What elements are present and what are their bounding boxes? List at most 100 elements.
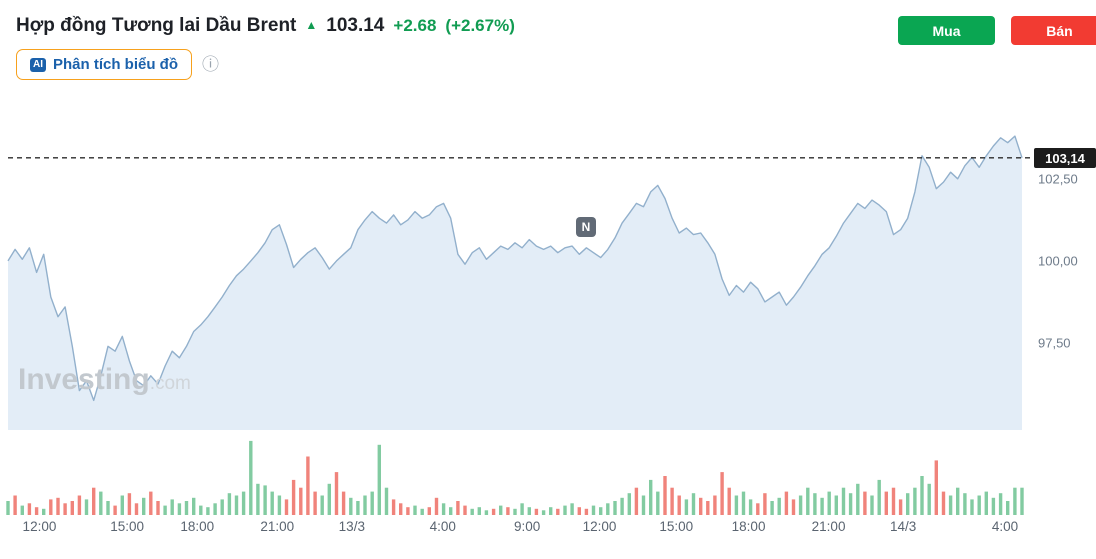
volume-bar	[84, 499, 89, 515]
volume-bar	[456, 501, 460, 515]
volume-bar	[834, 495, 838, 515]
volume-bar	[663, 476, 667, 515]
volume-bar	[934, 460, 938, 515]
price-chart[interactable]: 102,50 100,00 97,50 Investing.com 103,14 N…	[0, 95, 1096, 559]
ai-analyze-button[interactable]: AI Phân tích biểu đồ	[16, 49, 193, 80]
volume-bar	[741, 491, 746, 515]
volume-bar	[877, 479, 881, 515]
volume-bar	[656, 491, 660, 515]
x-axis-label: 4:00	[429, 519, 456, 534]
volume-bar	[313, 491, 317, 515]
x-axis-label: 4:00	[991, 519, 1019, 534]
volume-bar	[77, 495, 82, 515]
volume-bar	[956, 487, 960, 515]
x-axis-label: 15:00	[659, 519, 694, 534]
x-axis-label: 15:00	[110, 519, 145, 534]
volume-bar	[142, 497, 146, 515]
chart-canvas[interactable]: 102,50 100,00 97,50	[0, 95, 1096, 520]
x-axis-label: 13/3	[338, 519, 365, 534]
volume-bar	[270, 491, 274, 515]
volume-bar	[963, 493, 967, 515]
volume-bar	[349, 497, 353, 515]
price-change: +2.68	[393, 16, 437, 35]
volume-bar	[906, 493, 910, 515]
volume-bar	[770, 501, 774, 515]
volume-bar	[334, 472, 339, 515]
volume-bar	[227, 493, 232, 515]
volume-bar	[427, 507, 431, 515]
volume-bar	[706, 501, 710, 515]
volume-bar	[6, 501, 10, 515]
volume-bar	[984, 491, 988, 515]
volume-bar	[763, 493, 767, 515]
volume-bar	[1013, 487, 1017, 515]
y-axis-label: 102,50	[1038, 171, 1078, 186]
price-up-arrow-icon: ▲	[305, 18, 318, 32]
volume-bar	[863, 491, 867, 515]
volume-bar	[884, 491, 888, 515]
volume-bar	[206, 507, 210, 515]
volume-bar	[149, 491, 153, 515]
trade-buttons: Mua Bán	[898, 16, 1096, 45]
volume-bar	[177, 503, 182, 515]
volume-bar	[699, 497, 703, 515]
x-axis-label: 12:00	[22, 519, 57, 534]
volume-bar	[256, 483, 260, 515]
instrument-title: Hợp đồng Tương lai Dầu Brent	[16, 15, 297, 36]
volume-bar	[413, 505, 417, 515]
info-icon[interactable]: ⓘ	[202, 55, 220, 74]
x-axis-label: 18:00	[731, 519, 766, 534]
volume-bar	[927, 483, 931, 515]
volume-bar	[306, 456, 310, 515]
volume-bar	[606, 503, 610, 515]
volume-bar	[220, 499, 224, 515]
x-axis-label: 14/3	[889, 519, 917, 534]
volume-bar	[320, 495, 324, 515]
volume-bar	[634, 487, 639, 515]
x-axis-label: 9:00	[514, 519, 541, 534]
volume-bar	[170, 499, 174, 515]
volume-bar	[920, 476, 924, 515]
volume-bar	[120, 495, 124, 515]
volume-bar	[241, 491, 246, 515]
volume-bar	[577, 507, 581, 515]
ai-analyze-label: Phân tích biểu đồ	[53, 56, 179, 73]
volume-bar	[798, 495, 803, 515]
volume-bar	[163, 505, 167, 515]
news-marker[interactable]: N	[576, 217, 596, 237]
buy-button[interactable]: Mua	[898, 16, 995, 45]
volume-bar	[734, 495, 739, 515]
volume-bar	[420, 508, 424, 515]
volume-bar	[449, 507, 453, 515]
volume-bar	[377, 444, 381, 515]
volume-bar	[720, 472, 724, 515]
volume-bar	[948, 495, 953, 515]
volume-bar	[527, 507, 531, 515]
volume-bar	[898, 499, 903, 515]
sell-button[interactable]: Bán	[1011, 16, 1096, 45]
volume-bar	[970, 499, 974, 515]
volume-bar	[92, 487, 96, 515]
volume-bar	[627, 493, 631, 515]
volume-bar	[777, 497, 781, 515]
volume-bar	[356, 501, 360, 515]
volume-bar	[556, 508, 560, 515]
volume-bar	[534, 508, 539, 515]
volume-bar	[277, 495, 282, 515]
volume-bar	[691, 493, 696, 515]
volume-bar	[677, 495, 681, 515]
volume-bar	[513, 508, 517, 515]
volume-bar	[870, 495, 874, 515]
volume-bar	[391, 499, 396, 515]
x-axis: 12:00 15:00 18:00 21:00 13/3 4:00 9:00 12:00 15:…	[0, 519, 1096, 543]
volume-bar	[891, 487, 896, 515]
volume-bar	[463, 505, 467, 515]
watermark: Investing.com	[18, 363, 191, 397]
volume-bar	[484, 510, 489, 515]
volume-bar	[106, 501, 110, 515]
x-axis-label: 12:00	[582, 519, 617, 534]
watermark-bold: Investing	[18, 363, 150, 396]
price-line	[7, 135, 1023, 402]
volume-bar	[1006, 501, 1010, 515]
volume-bar	[199, 505, 203, 515]
